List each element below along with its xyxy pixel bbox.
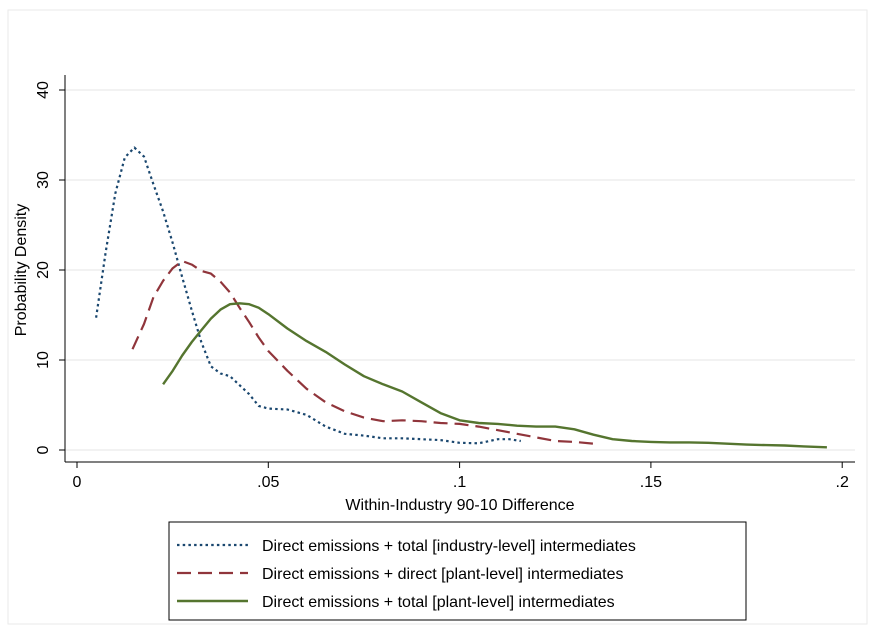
x-tick-label: 0: [73, 474, 82, 491]
x-tick-label: .15: [640, 474, 662, 491]
x-tick-label: .2: [836, 474, 849, 491]
legend-label-2: Direct emissions + direct [plant-level] …: [262, 566, 623, 583]
y-tick-label: 30: [35, 171, 52, 189]
legend: Direct emissions + total [industry-level…: [168, 521, 747, 621]
legend-label-3: Direct emissions + total [plant-level] i…: [262, 594, 615, 611]
series-layer: [95, 146, 827, 449]
legend-items: Direct emissions + total [industry-level…: [177, 538, 636, 611]
x-axis-title: Within-Industry 90-10 Difference: [345, 497, 574, 514]
grid-lines: [65, 89, 855, 451]
legend-label-1: Direct emissions + total [industry-level…: [262, 538, 636, 555]
series-line-3: [162, 302, 827, 449]
ticks: 0 10 20 30 40 0 .05 .1 .15 .2: [35, 81, 849, 491]
y-axis-title: Probability Density: [13, 204, 30, 337]
legend-box: [168, 521, 747, 621]
y-tick-label: 0: [35, 445, 52, 454]
y-tick-label: 40: [35, 81, 52, 99]
x-tick-label: .05: [257, 474, 279, 491]
series-line-1: [95, 146, 521, 445]
y-tick-label: 10: [35, 351, 52, 369]
x-tick-label: .1: [453, 474, 466, 491]
y-tick-label: 20: [35, 261, 52, 279]
